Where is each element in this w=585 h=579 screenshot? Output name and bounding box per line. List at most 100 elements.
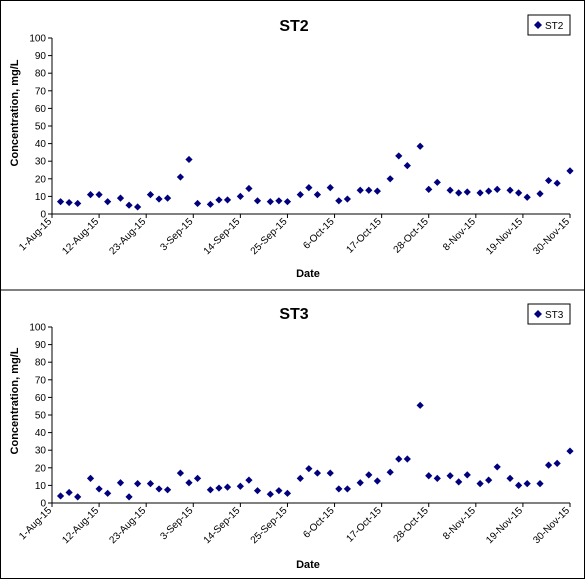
data-point [365,471,373,479]
data-point [506,186,514,194]
data-point [485,187,493,195]
y-tick-label: 10 [35,481,47,492]
data-point [155,485,163,493]
x-tick-label: 8-Nov-15 [441,216,478,253]
data-point [476,480,484,488]
data-point [74,199,82,208]
x-tick-label: 23-Aug-15 [108,216,149,257]
data-point [433,178,441,186]
y-tick-label: 100 [29,323,46,334]
data-point [515,189,523,197]
legend-box [527,14,571,36]
y-tick-label: 0 [40,210,46,221]
data-point [104,489,112,497]
chart-panel-st2: ST2 Concentration, mg/L Date ST2 0 10 20 30… [9,14,574,280]
data-point [476,189,484,197]
data-point [326,469,334,477]
x-tick-label: 14-Sep-15 [202,505,243,546]
legend-label: ST2 [545,21,564,32]
data-point [544,176,553,185]
y-tick-label: 10 [35,192,47,203]
data-point [56,198,65,206]
data-point [65,198,73,207]
y-tick-label: 70 [35,86,47,97]
y-tick-label: 20 [35,174,47,185]
data-point [193,199,202,208]
data-point [176,469,185,477]
y-axis-ticks: 0 10 20 30 40 50 60 70 80 90 100 [29,323,52,510]
data-point [163,194,172,202]
data-point [116,479,125,487]
data-point [125,201,133,209]
data-point [536,480,544,488]
data-point [116,194,125,202]
data-point [266,490,274,498]
legend: ST3 [527,303,571,325]
data-point [223,196,232,204]
data-point [566,447,574,455]
legend-label: ST3 [545,310,564,321]
data-point [134,203,142,211]
data-point [523,480,531,488]
data-point [296,191,304,199]
x-tick-label: 19-Nov-15 [484,505,525,546]
data-point [236,482,244,490]
x-tick-label: 8-Nov-15 [441,505,478,542]
x-tick-label: 28-Oct-15 [392,216,432,256]
data-point [236,192,244,200]
data-point [253,197,262,205]
x-tick-label: 30-Nov-15 [531,216,572,257]
y-tick-label: 100 [29,34,46,45]
x-tick-label: 30-Nov-15 [531,505,572,546]
data-point [386,468,394,476]
x-tick-label: 6-Oct-15 [301,505,337,541]
data-point [125,493,133,501]
y-tick-label: 50 [35,411,47,422]
data-point [104,198,112,206]
x-tick-label: 3-Sep-15 [159,505,196,542]
chart-panel-st3: ST3 Concentration, mg/L Date ST3 0 10 20 30… [9,303,574,571]
data-point [223,483,232,491]
y-tick-label: 40 [35,428,47,439]
x-tick-label: 12-Aug-15 [60,505,101,546]
y-axis-title: Concentration, mg/L [9,347,21,454]
x-tick-label: 17-Oct-15 [345,216,385,256]
data-point [253,487,262,495]
data-point [433,474,441,482]
y-tick-label: 60 [35,393,47,404]
data-point [463,188,471,196]
data-point [425,472,433,480]
x-axis-ticks: 1-Aug-15 12-Aug-15 23-Aug-15 3-Sep-15 14-Sep… [17,214,572,257]
data-point [65,488,73,497]
data-point [416,142,424,150]
x-tick-label: 17-Oct-15 [345,505,385,545]
data-point [86,474,95,482]
data-point [536,190,544,198]
data-point [343,195,351,203]
data-point [373,477,381,485]
data-point [283,198,292,206]
x-tick-label: 6-Oct-15 [301,216,337,252]
data-point [403,455,411,463]
data-point [163,486,172,494]
y-tick-label: 70 [35,375,47,386]
data-point [95,485,103,493]
data-point [395,455,403,463]
data-point [463,471,471,479]
data-point [515,481,523,489]
chart-title: ST2 [279,18,308,35]
data-point [185,155,193,164]
data-point [275,197,283,205]
y-axis-ticks: 0 10 20 30 40 50 60 70 80 90 100 [29,34,52,221]
x-tick-label: 1-Aug-15 [17,216,54,253]
data-point [176,173,185,181]
x-tick-label: 14-Sep-15 [202,216,243,257]
y-tick-label: 0 [40,499,46,510]
y-tick-label: 30 [35,157,47,168]
y-tick-label: 60 [35,104,47,115]
x-tick-label: 23-Aug-15 [108,505,149,546]
data-point [506,474,514,482]
y-tick-label: 30 [35,446,47,457]
data-point [356,186,364,194]
